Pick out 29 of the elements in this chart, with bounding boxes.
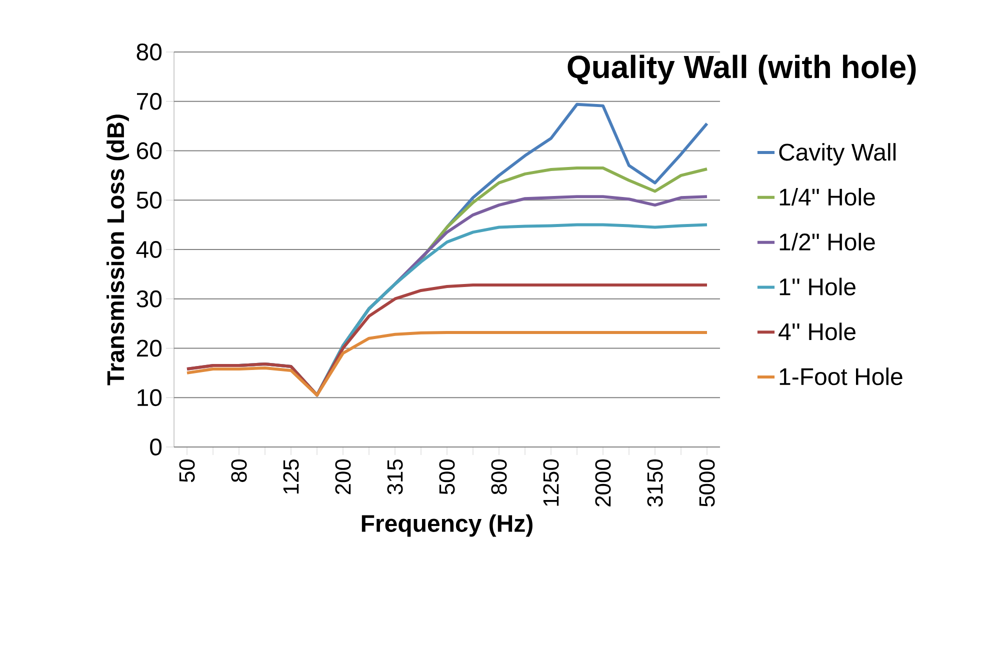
y-tick-label: 70 [137,92,162,110]
x-tick-label: 50 [179,459,195,482]
y-tick-label: 60 [137,142,162,160]
legend-label: 4'' Hole [778,322,856,340]
y-tick-label: 20 [136,340,162,357]
x-tick-label: 500 [439,459,455,494]
x-tick-label: 5000 [699,459,715,507]
x-tick-label: 315 [387,459,403,494]
x-axis-title: Frequency (Hz) [362,514,532,537]
y-tick-label: 10 [138,389,162,406]
x-tick-label: 3150 [647,459,663,507]
y-tick-label: 80 [136,44,162,60]
legend-label: 1'' Hole [780,278,856,296]
legend-label: 1/2" Hole [780,232,875,250]
chart-title: Quality Wall (with hole) [568,54,916,85]
x-tick-label: 2000 [595,459,611,506]
legend-label: Cavity Wall [779,143,896,166]
x-tick-label: 200 [335,459,351,494]
y-tick-label: 0 [150,438,162,456]
legend-label: 1/4" Hole [780,188,875,206]
y-axis-title: Transmission Loss (dB) [106,114,129,386]
x-tick-label: 125 [283,459,299,494]
y-tick-label: 50 [136,192,162,209]
x-tick-label: 80 [231,459,247,482]
y-tick-label: 30 [136,290,162,308]
legend-label: 1-Foot Hole [780,368,902,386]
y-tick-label: 40 [136,241,162,258]
x-tick-label: 800 [491,459,507,494]
x-tick-label: 1250 [543,459,559,506]
